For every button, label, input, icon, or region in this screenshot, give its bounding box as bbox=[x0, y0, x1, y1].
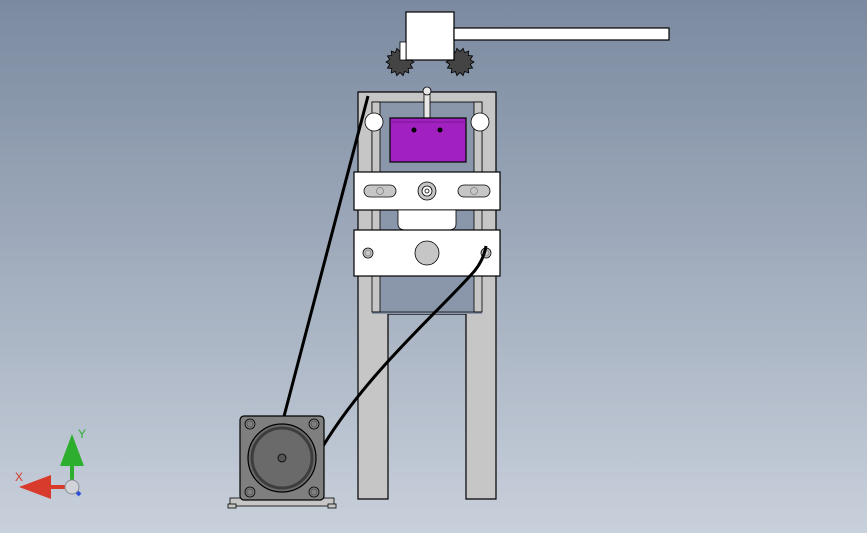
mid-body bbox=[398, 210, 456, 230]
axis-label-x: X bbox=[15, 470, 23, 484]
axis-label-y: Y bbox=[78, 427, 86, 441]
press-block bbox=[390, 118, 466, 162]
top-cap bbox=[406, 12, 454, 60]
handle-bar bbox=[454, 28, 669, 40]
frame-boss-left bbox=[365, 113, 383, 131]
cad-viewport[interactable]: XY bbox=[0, 0, 867, 533]
plate2-bore bbox=[415, 241, 439, 265]
frame-boss-right bbox=[471, 113, 489, 131]
top-shaft bbox=[424, 92, 430, 118]
axis-origin bbox=[65, 480, 79, 494]
